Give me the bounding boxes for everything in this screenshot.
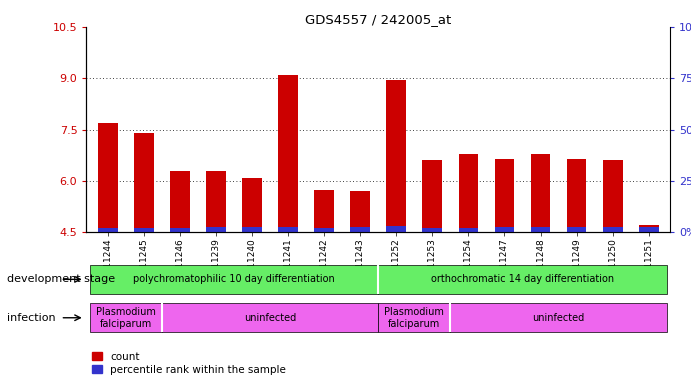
Text: Plasmodium
falciparum: Plasmodium falciparum — [384, 307, 444, 329]
Text: Plasmodium
falciparum: Plasmodium falciparum — [96, 307, 156, 329]
Bar — [422, 161, 442, 232]
Text: uninfected: uninfected — [244, 313, 296, 323]
Bar — [350, 227, 370, 232]
Bar — [98, 228, 118, 232]
Bar — [603, 227, 623, 232]
Bar — [90, 265, 379, 294]
Bar — [567, 159, 587, 232]
Bar — [638, 227, 659, 232]
Bar — [90, 303, 162, 332]
Bar — [278, 227, 298, 232]
Bar — [459, 228, 478, 232]
Bar — [98, 123, 118, 232]
Text: uninfected: uninfected — [532, 313, 585, 323]
Bar — [422, 228, 442, 232]
Bar — [459, 154, 478, 232]
Bar — [314, 228, 334, 232]
Bar — [350, 191, 370, 232]
Text: development stage: development stage — [7, 274, 115, 285]
Bar — [206, 227, 226, 232]
Text: infection: infection — [7, 313, 55, 323]
Legend: count, percentile rank within the sample: count, percentile rank within the sample — [92, 352, 286, 375]
Bar — [531, 154, 551, 232]
Bar — [567, 227, 587, 232]
Bar — [243, 177, 262, 232]
Bar — [603, 161, 623, 232]
Bar — [386, 80, 406, 232]
Text: orthochromatic 14 day differentiation: orthochromatic 14 day differentiation — [431, 274, 614, 285]
Bar — [379, 303, 451, 332]
Bar — [243, 227, 262, 232]
Bar — [451, 303, 667, 332]
Bar — [162, 303, 379, 332]
Bar — [386, 226, 406, 232]
Bar — [206, 171, 226, 232]
Bar — [170, 228, 190, 232]
Text: polychromatophilic 10 day differentiation: polychromatophilic 10 day differentiatio… — [133, 274, 335, 285]
Bar — [495, 159, 514, 232]
Bar — [638, 225, 659, 232]
Bar — [134, 228, 154, 232]
Bar — [531, 227, 551, 232]
Bar — [495, 227, 514, 232]
Bar — [134, 133, 154, 232]
Bar — [170, 171, 190, 232]
Bar — [314, 190, 334, 232]
Bar — [278, 75, 298, 232]
Bar — [379, 265, 667, 294]
Title: GDS4557 / 242005_at: GDS4557 / 242005_at — [305, 13, 451, 26]
